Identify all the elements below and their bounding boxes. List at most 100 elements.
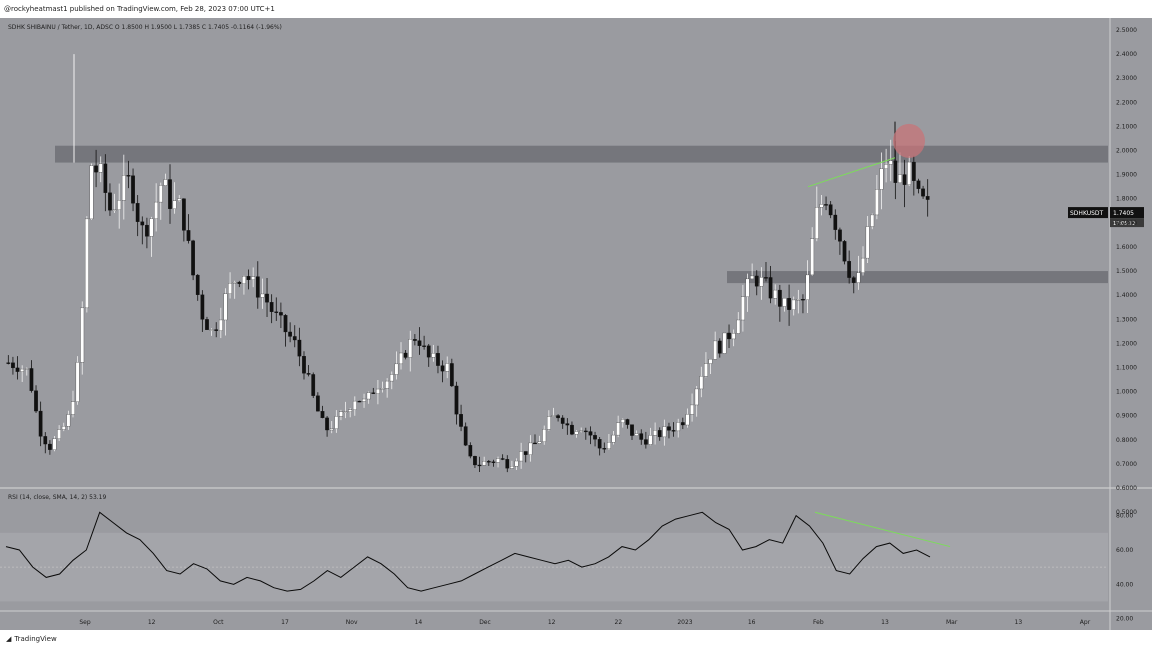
- candle-body: [214, 329, 219, 331]
- candle-body: [583, 430, 588, 433]
- candle-body: [440, 365, 445, 372]
- candle-body: [847, 261, 852, 278]
- price-tick-label: 1.7000: [1116, 220, 1137, 227]
- candle-body: [348, 409, 353, 412]
- candle-body: [611, 434, 616, 443]
- support-zone: [727, 271, 1108, 284]
- candle-body: [523, 451, 528, 455]
- candle-body: [61, 426, 66, 430]
- candle-body: [108, 192, 112, 211]
- candle-body: [842, 241, 847, 262]
- symbol-badge: [1068, 207, 1108, 219]
- chart-background: [0, 18, 1152, 630]
- candle-body: [403, 352, 408, 358]
- candle-body: [916, 180, 921, 189]
- price-tick-label: 1.1000: [1116, 364, 1137, 371]
- candle-body: [177, 198, 182, 201]
- price-legend: SDHK SHIBAINU / Tether, 1D, ADSC O 1.850…: [8, 24, 282, 31]
- candle-body: [667, 426, 671, 431]
- price-tick-label: 0.8000: [1116, 437, 1137, 444]
- candle-body: [445, 363, 450, 372]
- candle-body: [80, 307, 85, 363]
- price-tick-label: 2.4000: [1116, 51, 1137, 58]
- candle-body: [371, 392, 376, 394]
- candle-body: [907, 161, 912, 185]
- candle-body: [302, 356, 306, 374]
- candle-body: [98, 163, 103, 173]
- candle-body: [218, 319, 223, 331]
- trading-chart[interactable]: SDHKUSDT 1.7405 17:05:12 2.5000 2.4000 2.3000…: [0, 18, 1152, 630]
- candle-body: [565, 423, 570, 426]
- candle-body: [265, 293, 269, 303]
- candle-body: [630, 424, 634, 436]
- candle-body: [260, 293, 265, 298]
- candle-body: [777, 289, 782, 307]
- candle-body: [893, 160, 898, 183]
- tradingview-footer: ◢ TradingView: [0, 630, 1152, 648]
- price-tick-label: 2.3000: [1116, 75, 1137, 82]
- candle-body: [597, 439, 602, 449]
- candle-body: [648, 435, 653, 445]
- price-badge-value: 1.7405: [1113, 210, 1134, 217]
- candle-body: [168, 179, 172, 209]
- candle-body: [228, 283, 232, 294]
- candle-body: [24, 368, 29, 370]
- tradingview-brand: TradingView: [14, 635, 57, 643]
- candle-body: [385, 380, 390, 389]
- candle-body: [870, 214, 875, 227]
- candle-body: [639, 433, 644, 440]
- rsi-tick-label: 20.00: [1116, 616, 1133, 623]
- candle-body: [491, 461, 496, 463]
- candle-body: [84, 218, 89, 309]
- rsi-divergence-line: [814, 511, 951, 548]
- candle-body: [731, 333, 736, 340]
- candle-body: [380, 388, 385, 390]
- candle-body: [394, 363, 399, 375]
- publisher-text: @rockyheatmast1 published on TradingView…: [4, 5, 275, 13]
- time-tick-label: 12: [148, 619, 156, 626]
- rsi-line: [5, 511, 931, 592]
- price-tick-label: 1.6000: [1116, 244, 1137, 251]
- time-tick-label: Mar: [946, 619, 958, 626]
- candle-body: [542, 429, 547, 442]
- candle-body: [875, 189, 879, 216]
- candle-body: [186, 230, 191, 241]
- rsi-legend: RSI (14, close, SMA, 14, 2) 53.19: [8, 494, 107, 501]
- candle-body: [158, 185, 163, 203]
- price-tick-label: 1.4000: [1116, 292, 1137, 299]
- candle-body: [805, 274, 810, 300]
- candle-body: [921, 188, 925, 197]
- candle-body: [851, 277, 856, 283]
- candle-body: [417, 340, 422, 346]
- candle-body: [694, 388, 699, 406]
- price-divergence-line: [807, 157, 896, 188]
- time-tick-label: 16: [748, 619, 756, 626]
- rsi-tick-label: 40.00: [1116, 581, 1133, 588]
- price-tick-label: 0.6000: [1116, 485, 1137, 492]
- candle-body: [20, 368, 25, 372]
- candle-body: [644, 439, 648, 445]
- time-tick-label: 2023: [677, 619, 692, 626]
- candle-body: [828, 204, 833, 216]
- candle-body: [145, 224, 149, 237]
- candle-body: [911, 161, 916, 181]
- candle-body: [888, 160, 893, 165]
- candle-body: [519, 451, 523, 462]
- candle-body: [814, 207, 819, 239]
- candle-body: [11, 362, 15, 369]
- candle-body: [48, 443, 52, 450]
- candle-body: [463, 426, 468, 446]
- candle-body: [717, 340, 722, 354]
- candle-body: [680, 422, 685, 426]
- candle-body: [89, 165, 94, 220]
- candle-body: [362, 398, 366, 402]
- candle-body: [269, 302, 274, 312]
- candle-body: [320, 411, 325, 419]
- candle-body: [6, 362, 11, 364]
- candle-body: [486, 461, 491, 463]
- candle-body: [791, 299, 796, 310]
- candle-body: [334, 416, 339, 429]
- candle-body: [255, 276, 260, 298]
- candle-body: [570, 424, 574, 435]
- candle-body: [149, 218, 154, 237]
